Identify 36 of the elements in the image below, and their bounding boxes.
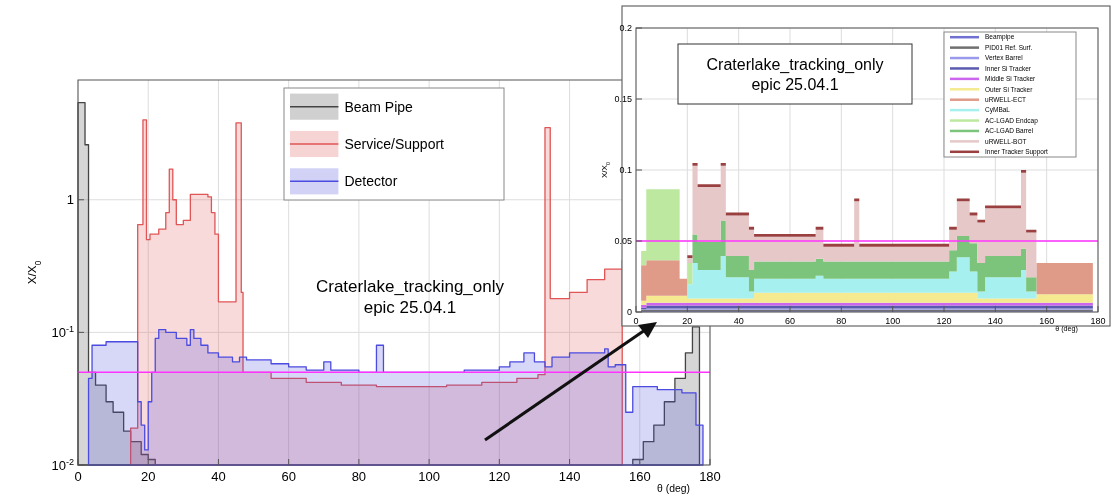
y-tick-label: 10$^{-1}$	[51, 323, 74, 340]
x-tick-label: 40	[733, 316, 744, 326]
legend-label: Detector	[344, 173, 398, 190]
x-tick-label: 20	[682, 316, 693, 326]
x-tick-label: 0	[633, 316, 639, 326]
annotation: Craterlake_tracking_only	[706, 56, 884, 74]
x-tick-label: 140	[987, 316, 1003, 326]
x-tick-label: 40	[211, 469, 226, 484]
x-tick-label: 180	[1090, 316, 1106, 326]
x-tick-label: 100	[418, 469, 440, 484]
x-tick-label: 180	[699, 469, 721, 484]
y-tick-label: 0.1	[619, 165, 632, 176]
annotation: epic 25.04.1	[751, 76, 839, 93]
y-tick-label: 0.15	[614, 94, 632, 105]
y-tick-label: 0.05	[614, 236, 632, 247]
legend-label: Service/Support	[344, 135, 445, 152]
text-box: Craterlake_tracking_only epic 25.04.1	[677, 43, 913, 105]
x-tick-label: 60	[281, 469, 296, 484]
x-tick-label: 120	[488, 469, 511, 484]
y-tick-label: 0	[626, 307, 632, 318]
x-tick-label: 80	[836, 316, 847, 326]
x-tick-label: 20	[140, 469, 156, 484]
x-tick-label: 160	[628, 469, 651, 484]
y-tick-label: 0.2	[619, 23, 632, 34]
x-tick-label: 80	[351, 469, 367, 484]
x-tick-label: 120	[936, 316, 952, 326]
annotation: Craterlake_tracking_only	[315, 276, 505, 296]
x-tick-label: 100	[885, 316, 901, 326]
x-tick-label: 160	[1039, 316, 1055, 326]
annotation: epic 25.04.1	[363, 298, 457, 317]
legend-label: Beam Pipe	[344, 98, 414, 115]
x-tick-label: 60	[784, 316, 796, 326]
x-axis-title: θ (deg)	[657, 483, 690, 495]
y-tick-label: 10$^{-2}$	[51, 456, 74, 473]
x-tick-label: 140	[558, 469, 581, 484]
y-tick-label: 1	[66, 192, 74, 208]
